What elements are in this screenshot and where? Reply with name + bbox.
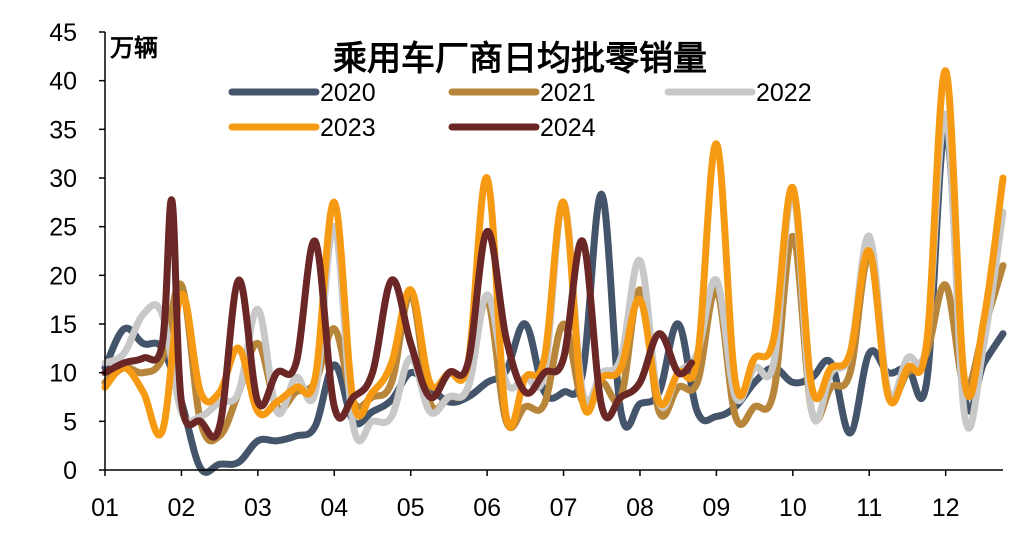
legend: 2020 2021 2022 2023 2024: [228, 79, 812, 142]
x-tick-label: 11: [856, 494, 882, 522]
x-tick-label: 08: [626, 494, 654, 522]
y-tick-label: 35: [49, 116, 77, 144]
series-layer: [101, 67, 1007, 476]
y-tick-label: 15: [49, 311, 77, 339]
x-axis-ticks: 01 02 03 04 05 06 07 08 09 10 11 12: [91, 494, 959, 522]
y-tick-label: 45: [49, 19, 77, 47]
x-tick-label: 06: [473, 494, 501, 522]
legend-label-2022: 2022: [756, 79, 812, 107]
x-tick-label: 01: [91, 494, 119, 522]
y-tick-label: 20: [49, 262, 77, 290]
x-tick-label: 04: [320, 494, 348, 522]
legend-label-2023: 2023: [320, 114, 376, 142]
x-tick-label: 12: [932, 494, 960, 522]
legend-label-2020: 2020: [320, 79, 376, 107]
legend-label-2024: 2024: [540, 114, 596, 142]
y-tick-label: 5: [63, 408, 77, 436]
y-tick-label: 40: [49, 68, 77, 96]
x-tick-label: 05: [397, 494, 425, 522]
chart-title: 乘用车厂商日均批零销量: [333, 39, 707, 79]
y-tick-label: 0: [63, 457, 77, 485]
y-tick-label: 25: [49, 214, 77, 242]
x-tick-label: 09: [702, 494, 730, 522]
axes: [99, 31, 1003, 476]
y-axis-ticks: 0 5 10 15 20 25 30 35 40 45: [49, 19, 77, 485]
x-tick-label: 07: [550, 494, 578, 522]
x-tick-label: 03: [244, 494, 272, 522]
series-line-2023: [101, 67, 1007, 439]
y-tick-label: 30: [49, 165, 77, 193]
x-tick-label: 02: [168, 494, 196, 522]
legend-label-2021: 2021: [540, 79, 596, 107]
y-tick-label: 10: [49, 360, 77, 388]
series-line-2024: [101, 196, 696, 441]
x-tick-label: 10: [779, 494, 807, 522]
y-unit-label: 万辆: [110, 34, 158, 62]
